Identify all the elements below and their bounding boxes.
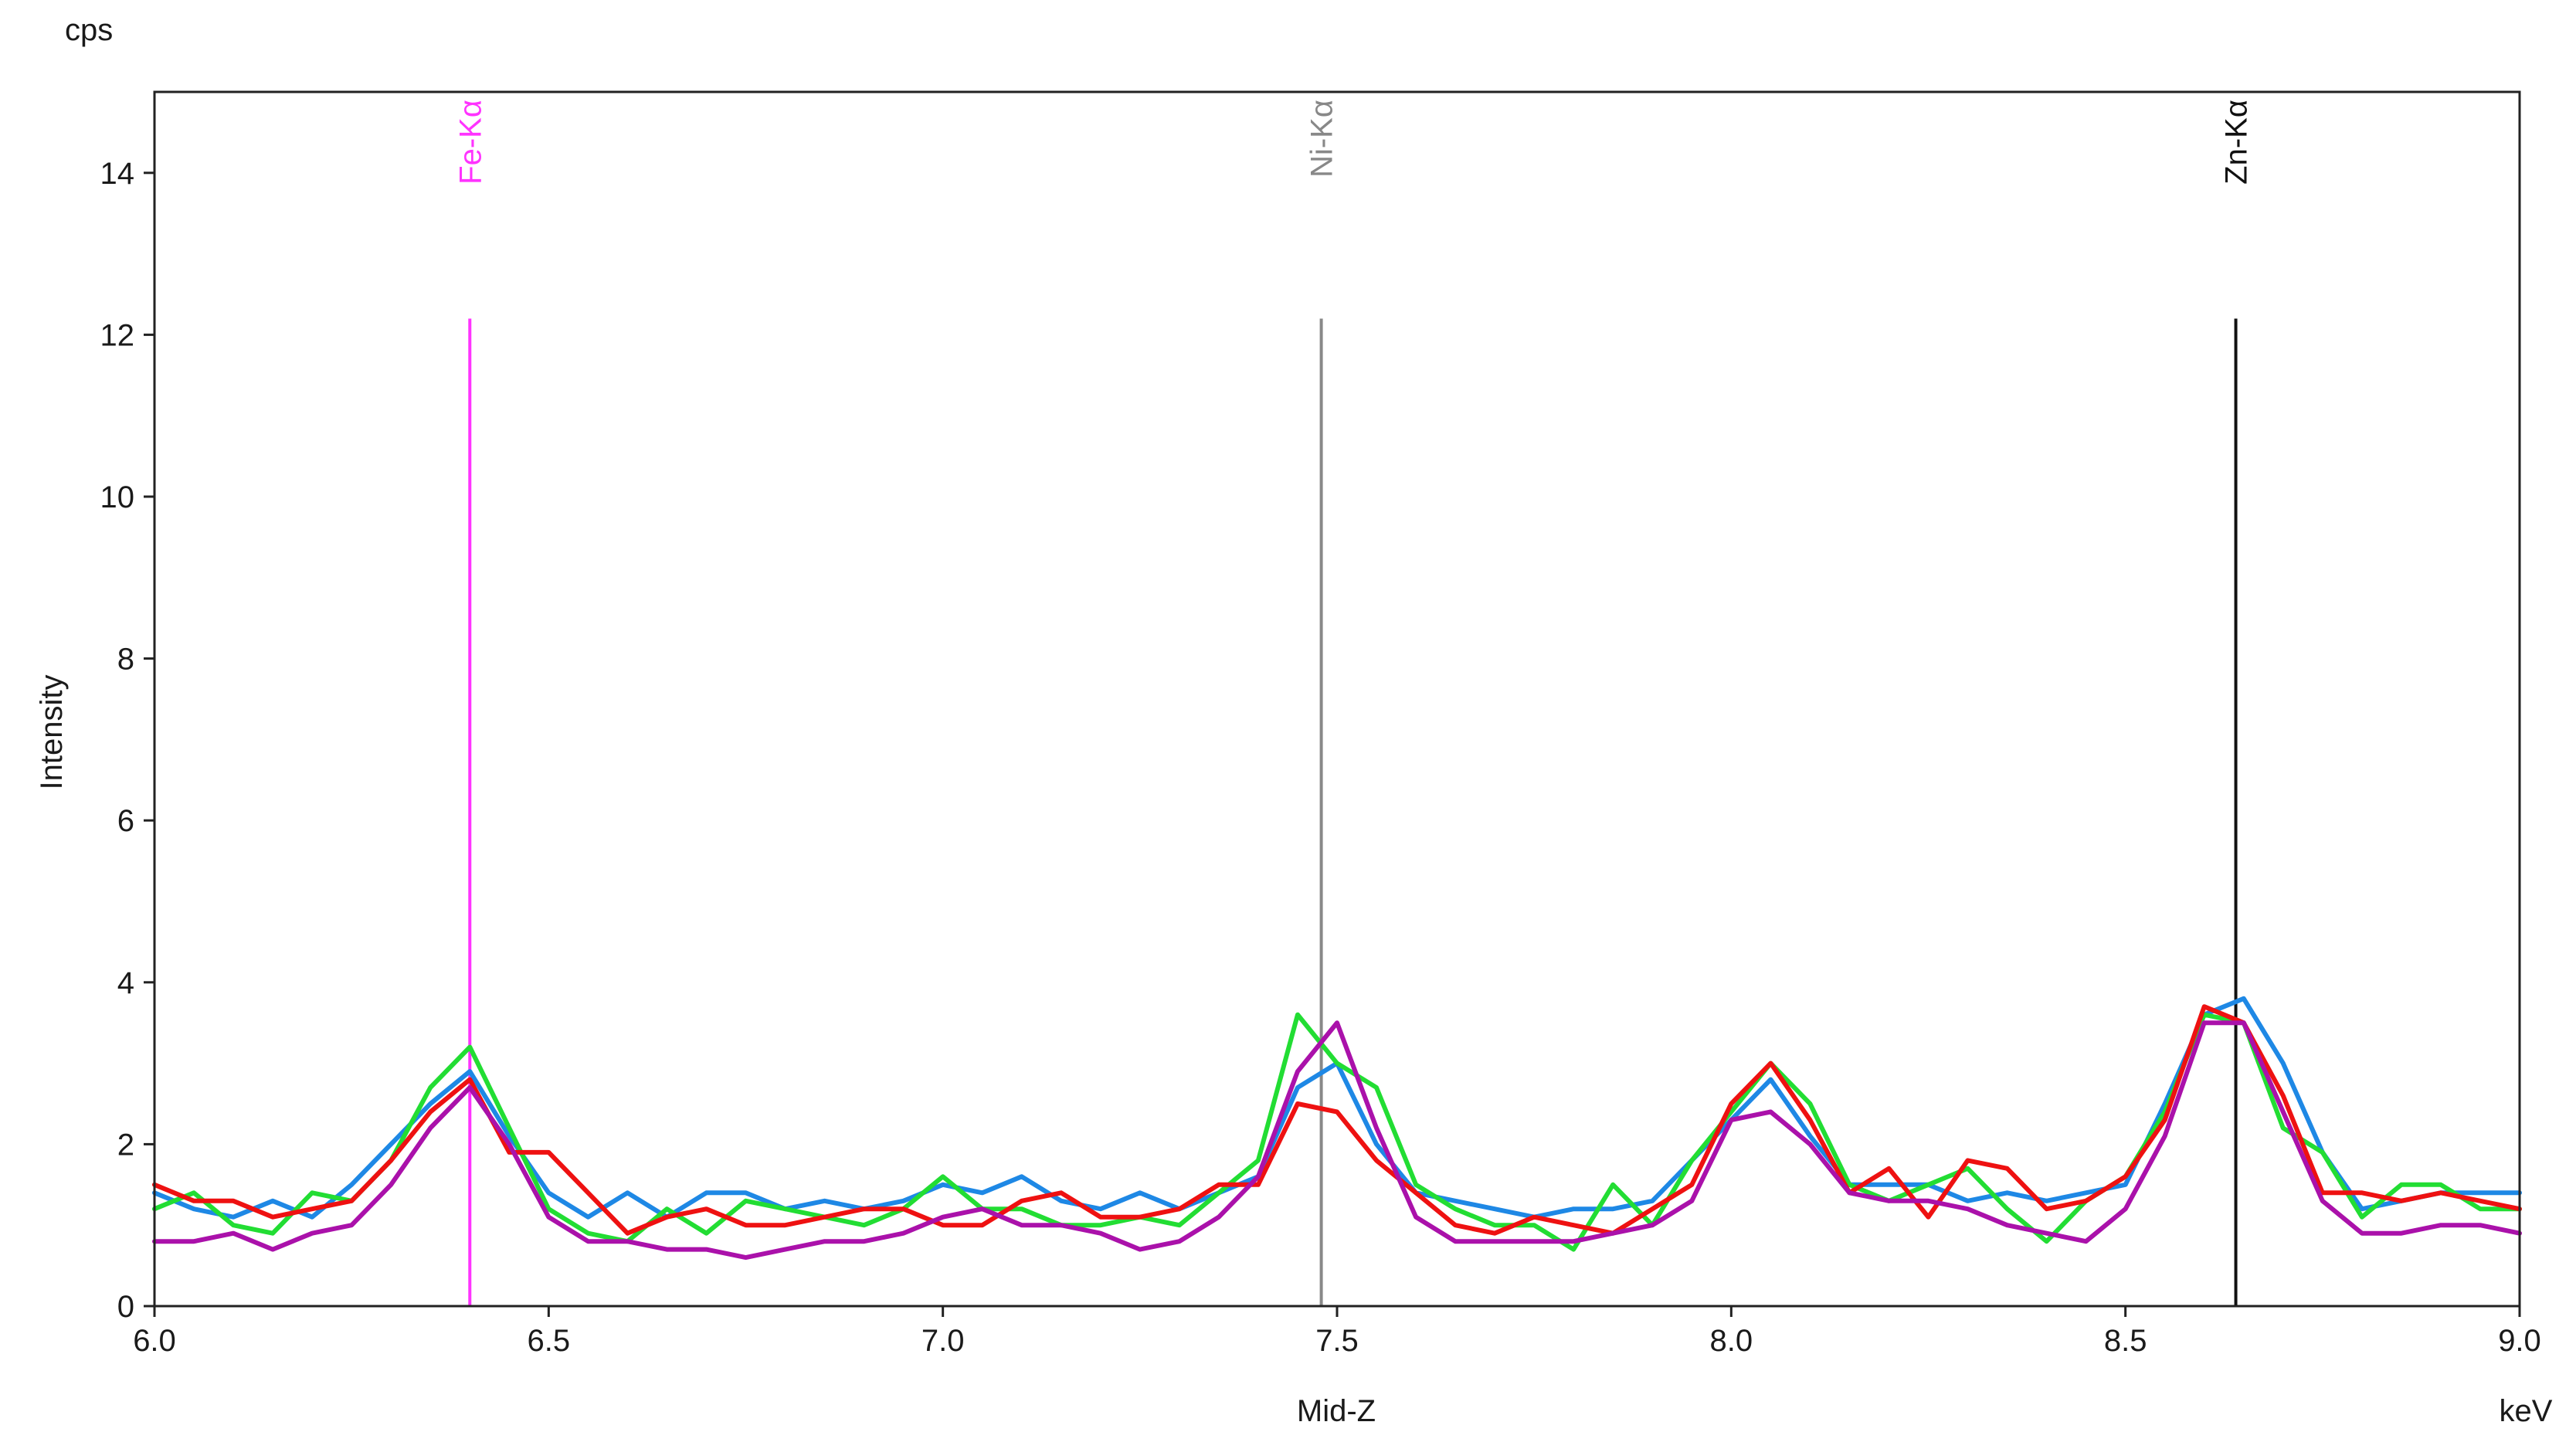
element-marker-label: Ni-Kα	[1305, 100, 1339, 178]
element-marker-label: Zn-Kα	[2220, 100, 2254, 185]
y-tick-label: 12	[100, 318, 135, 352]
y-tick-label: 10	[100, 480, 135, 514]
x-axis-title: Mid-Z	[1297, 1394, 1376, 1428]
y-unit-label: cps	[65, 13, 113, 47]
y-tick-label: 4	[117, 966, 134, 1000]
x-unit-label: keV	[2500, 1394, 2553, 1428]
x-tick-label: 9.0	[2498, 1324, 2541, 1358]
spectrum-series-line	[152, 1020, 2522, 1261]
y-tick-label: 14	[100, 157, 135, 191]
x-tick-label: 8.0	[1710, 1324, 1753, 1358]
element-markers: Fe-Kα Ni-Kα Zn-Kα	[453, 100, 2254, 1306]
spectrum-series-line	[152, 1004, 2522, 1236]
element-marker-label: Fe-Kα	[453, 100, 487, 185]
series-lines	[152, 996, 2522, 1261]
y-tick-label: 6	[117, 804, 134, 838]
axis-ticks: 6.0 6.5 7.0 7.5 8.0 8.5 9.0 0 2 4 6 8 10 12 14	[100, 157, 2541, 1358]
x-tick-label: 7.0	[921, 1324, 965, 1358]
y-tick-label: 0	[117, 1290, 134, 1324]
x-tick-label: 6.0	[133, 1324, 176, 1358]
y-tick-label: 8	[117, 643, 134, 677]
x-tick-label: 6.5	[528, 1324, 571, 1358]
y-tick-label: 2	[117, 1128, 134, 1162]
y-axis-title: Intensity	[35, 675, 69, 790]
x-tick-label: 8.5	[2104, 1324, 2147, 1358]
x-tick-label: 7.5	[1315, 1324, 1359, 1358]
